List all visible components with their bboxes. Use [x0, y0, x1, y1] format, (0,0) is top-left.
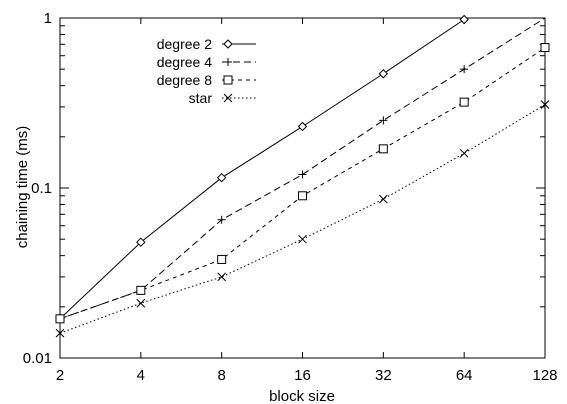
legend-marker: [224, 58, 232, 66]
data-point: [217, 272, 227, 282]
data-point: [459, 97, 469, 107]
x-tick-label: 2: [56, 367, 64, 384]
data-point: [378, 69, 389, 79]
data-point: [459, 148, 469, 158]
series-star: [55, 100, 550, 338]
legend-marker: [223, 39, 233, 49]
data-point: [298, 170, 307, 179]
data-point: [540, 100, 550, 109]
data-point: [136, 285, 146, 295]
data-point: [298, 191, 307, 201]
y-tick-label: 0.1: [31, 180, 52, 197]
series-line: [59, 19, 465, 320]
legend-label: degree 4: [157, 54, 212, 70]
data-point: [379, 116, 388, 125]
data-point: [297, 121, 308, 132]
series-degree-8: [55, 43, 550, 324]
data-point: [55, 314, 65, 324]
data-point: [217, 215, 226, 224]
y-tick-label: 1: [44, 10, 52, 27]
series-degree-2: [55, 14, 469, 324]
x-tick-label: 8: [217, 367, 225, 384]
legend-label: degree 8: [157, 72, 212, 88]
data-point: [55, 328, 65, 338]
series-degree-4: [56, 17, 546, 323]
series-line: [59, 17, 546, 320]
x-tick-label: 16: [294, 367, 311, 384]
x-tick-label: 64: [456, 367, 473, 384]
x-tick-label: 32: [375, 367, 392, 384]
legend-label: degree 2: [157, 36, 212, 52]
data-point: [217, 254, 227, 264]
series-line: [59, 47, 546, 320]
series-line: [59, 104, 546, 334]
legend-marker: [223, 93, 233, 103]
y-tick-label: 0.01: [23, 350, 52, 367]
data-point: [298, 234, 307, 244]
x-tick-label: 128: [532, 367, 557, 384]
x-tick-label: 4: [137, 367, 145, 384]
legend-marker: [223, 75, 233, 85]
data-point: [460, 65, 469, 74]
data-point: [540, 43, 550, 53]
plot-frame: [59, 17, 546, 359]
data-point: [216, 172, 227, 183]
data-point: [378, 144, 388, 154]
data-point: [136, 237, 146, 247]
legend-label: star: [189, 90, 213, 106]
x-axis-label: block size: [269, 388, 335, 404]
y-axis-label: chaining time (ms): [14, 126, 31, 249]
data-point: [136, 298, 146, 308]
data-point: [378, 194, 388, 204]
data-point: [459, 14, 469, 25]
